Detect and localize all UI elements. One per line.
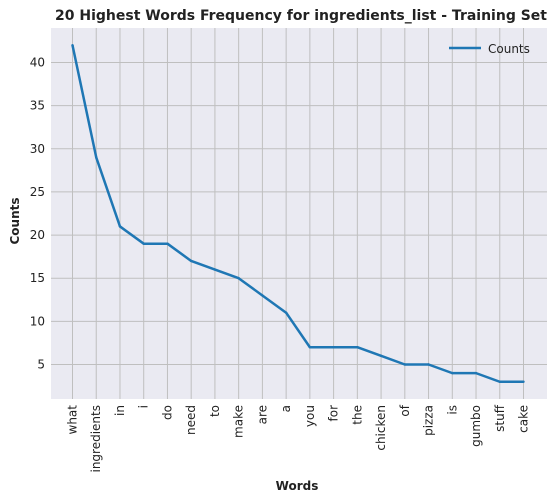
x-tick-label: what [66,405,80,435]
data-point [356,346,359,349]
series-points [71,44,525,383]
x-tick-label: are [255,405,269,424]
data-point [379,354,383,358]
x-tick-label: is [445,405,459,415]
data-point [95,156,98,159]
data-point [71,44,74,47]
data-point [189,259,193,263]
data-point [474,371,478,375]
x-tick-label: the [350,405,364,425]
x-axis-label: Words [276,479,319,493]
y-axis-ticks: 5 10 15 20 25 30 35 40 [30,56,45,372]
data-point [261,294,264,297]
data-point [403,363,407,366]
x-tick-label: in [113,405,127,416]
x-tick-label: stuff [493,404,507,432]
y-tick-label: 5 [37,357,45,371]
y-tick-label: 10 [30,314,45,328]
data-point [522,380,525,383]
x-tick-label: of [398,404,412,416]
data-point [308,346,312,349]
plot-area [51,28,547,399]
data-point [427,363,430,366]
y-tick-label: 35 [30,99,45,113]
legend: Counts [449,42,530,56]
x-tick-label: ingredients [89,405,103,473]
data-point [118,225,122,228]
x-tick-label: gumbo [469,405,483,447]
data-point [142,242,145,245]
counts-series-line [71,44,524,383]
x-tick-label: do [160,405,174,420]
x-axis-ticks: what ingredients in i do need to make are a you for… [66,404,531,472]
x-tick-label: cake [517,405,531,433]
x-tick-label: chicken [374,405,388,451]
data-point [451,371,454,375]
grid-lines [51,28,547,399]
x-tick-label: a [279,405,293,412]
chart-title: 20 Highest Words Frequency for ingredien… [55,8,547,24]
y-axis-label: Counts [8,197,22,244]
y-tick-label: 20 [30,228,45,242]
x-tick-label: to [208,405,222,417]
y-tick-label: 30 [30,142,45,156]
data-point [498,380,501,383]
y-tick-label: 15 [30,271,45,285]
x-tick-label: need [184,405,198,435]
data-point [284,311,288,314]
y-tick-label: 40 [30,56,45,70]
x-tick-label: for [327,405,341,422]
data-point [332,346,335,349]
x-tick-label: pizza [422,405,436,436]
data-point [166,242,169,245]
data-point [213,268,217,271]
legend-label: Counts [488,42,530,56]
x-tick-label: i [137,405,151,408]
x-tick-label: you [303,405,317,427]
x-tick-label: make [232,405,246,438]
y-tick-label: 25 [30,185,45,199]
data-point [237,277,240,280]
